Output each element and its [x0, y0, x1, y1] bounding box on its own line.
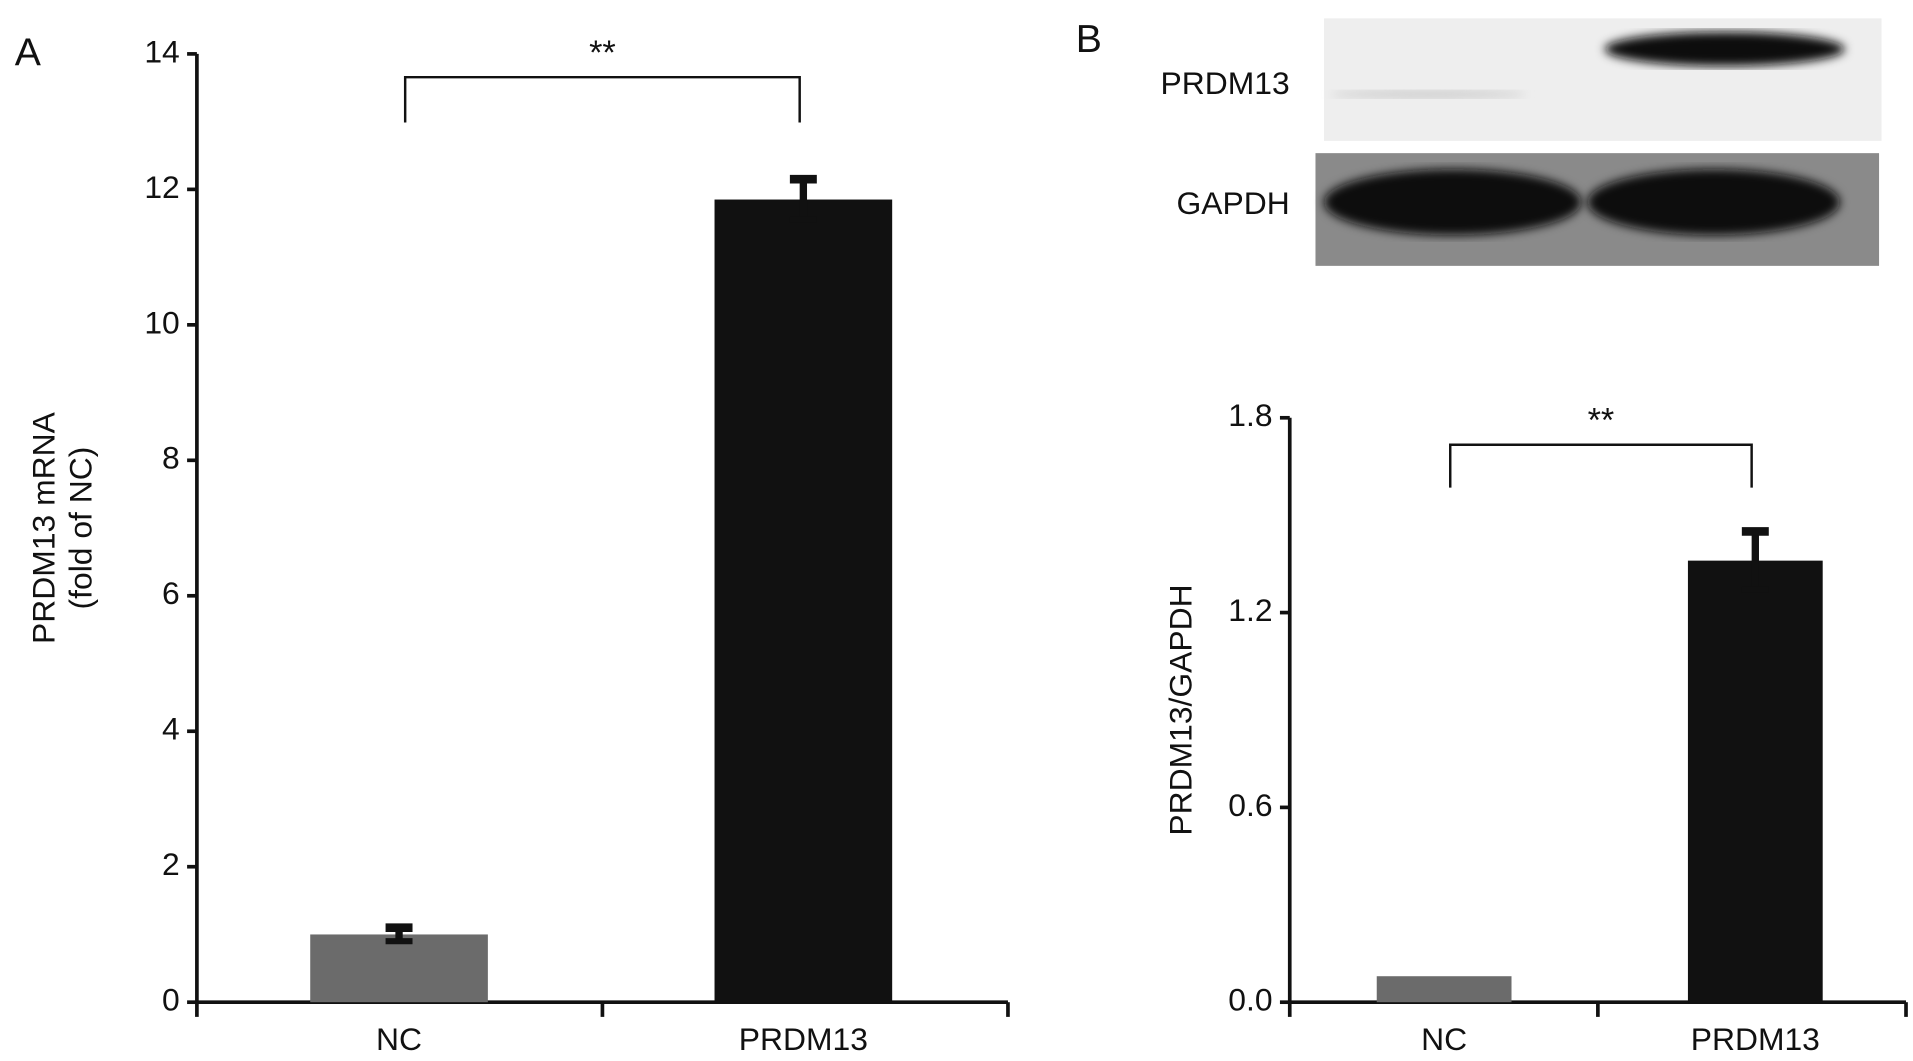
y-tick-label: 0.6: [1228, 787, 1272, 823]
y-axis-title: (fold of NC): [62, 447, 98, 610]
bar: [310, 934, 488, 1003]
y-axis-title: PRDM13/GAPDH: [1163, 584, 1199, 835]
y-tick-label: 0.0: [1228, 982, 1272, 1018]
significance-label: **: [589, 34, 616, 72]
y-axis-title: PRDM13 mRNA: [26, 411, 62, 644]
y-tick-label: 14: [144, 33, 179, 69]
y-tick-label: 6: [162, 575, 180, 611]
significance-bracket: [403, 75, 801, 123]
panel-label: B: [1076, 18, 1102, 61]
y-tick-label: 10: [144, 304, 179, 340]
blot-band: [1330, 90, 1527, 99]
y-tick-label: 0: [162, 982, 180, 1018]
x-tick-label: NC: [376, 1021, 422, 1057]
y-tick-label: 8: [162, 440, 180, 476]
y-tick-label: 4: [162, 711, 180, 747]
blot-label: PRDM13: [1161, 65, 1290, 101]
y-tick-label: 12: [144, 169, 179, 205]
blot-band: [1604, 31, 1845, 67]
bar: [1687, 560, 1823, 1003]
y-tick-label: 2: [162, 846, 180, 882]
x-tick-label: NC: [1421, 1021, 1467, 1057]
bar: [714, 199, 893, 1003]
significance-label: **: [1588, 402, 1615, 440]
blot-band: [1587, 169, 1840, 236]
x-tick-label: PRDM13: [739, 1021, 868, 1057]
significance-bracket: [1449, 443, 1753, 488]
blot-label: GAPDH: [1176, 185, 1289, 221]
x-tick-label: PRDM13: [1691, 1021, 1820, 1057]
bar: [1376, 976, 1512, 1003]
y-tick-label: 1.2: [1228, 592, 1272, 628]
y-tick-label: 1.8: [1228, 397, 1272, 433]
panel-label: A: [15, 31, 42, 74]
blot-band: [1324, 169, 1582, 236]
